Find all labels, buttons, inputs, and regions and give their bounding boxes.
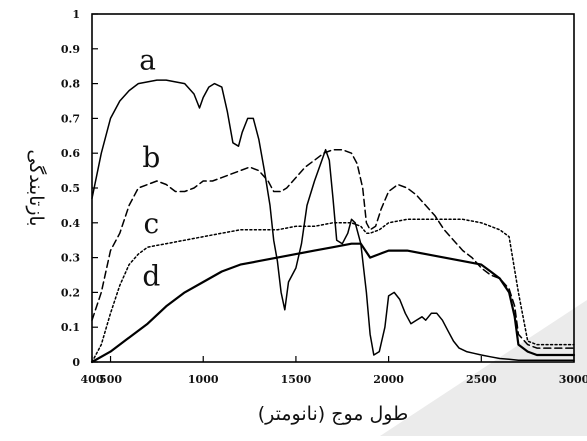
series-label-a: a: [139, 44, 156, 77]
series-line-b: [91, 148, 575, 349]
y-tick-label: 0.5: [61, 182, 80, 195]
y-tick-label: 0.6: [61, 147, 80, 160]
series-label-d: d: [142, 259, 160, 292]
x-tick-label: 1000: [188, 373, 219, 386]
x-tick-label: 1500: [281, 373, 312, 386]
y-tick-label: 0.4: [61, 217, 80, 230]
y-tick-label: 0.2: [61, 286, 80, 299]
x-tick-label: 400: [81, 373, 104, 386]
x-tick-label: 2000: [373, 373, 404, 386]
series-label-b: b: [142, 141, 160, 174]
x-tick-label: 3000: [559, 373, 587, 386]
series-layer: [90, 79, 576, 364]
plot-frame: [91, 13, 575, 363]
y-tick-label: 0.8: [61, 78, 80, 91]
x-axis-title: طول موج (نانومتر): [258, 403, 408, 425]
y-tick-label: 0.1: [61, 321, 80, 334]
series-label-c: c: [143, 207, 159, 240]
y-tick-label: 0.3: [61, 252, 80, 265]
series-line-d: [90, 242, 576, 364]
series-line-a: [91, 79, 575, 362]
series-label-layer: a bcd: [139, 44, 160, 293]
y-tick-label: 0.9: [61, 43, 80, 56]
y-tick-label: 0.7: [61, 112, 80, 125]
y-tick-label: 0: [72, 356, 80, 369]
y-axis-title: بازتابندگی: [25, 149, 48, 226]
x-tick-label: 2500: [466, 373, 497, 386]
y-axis: 0 0.1 0.2 0.3 0.4 0.5 0.6 0.7 0.8 0.9 1: [61, 8, 98, 369]
corner-shade: [380, 300, 587, 436]
series-line-c: [91, 218, 575, 363]
x-tick-label: 500: [99, 373, 122, 386]
y-tick-label: 1: [72, 8, 80, 21]
